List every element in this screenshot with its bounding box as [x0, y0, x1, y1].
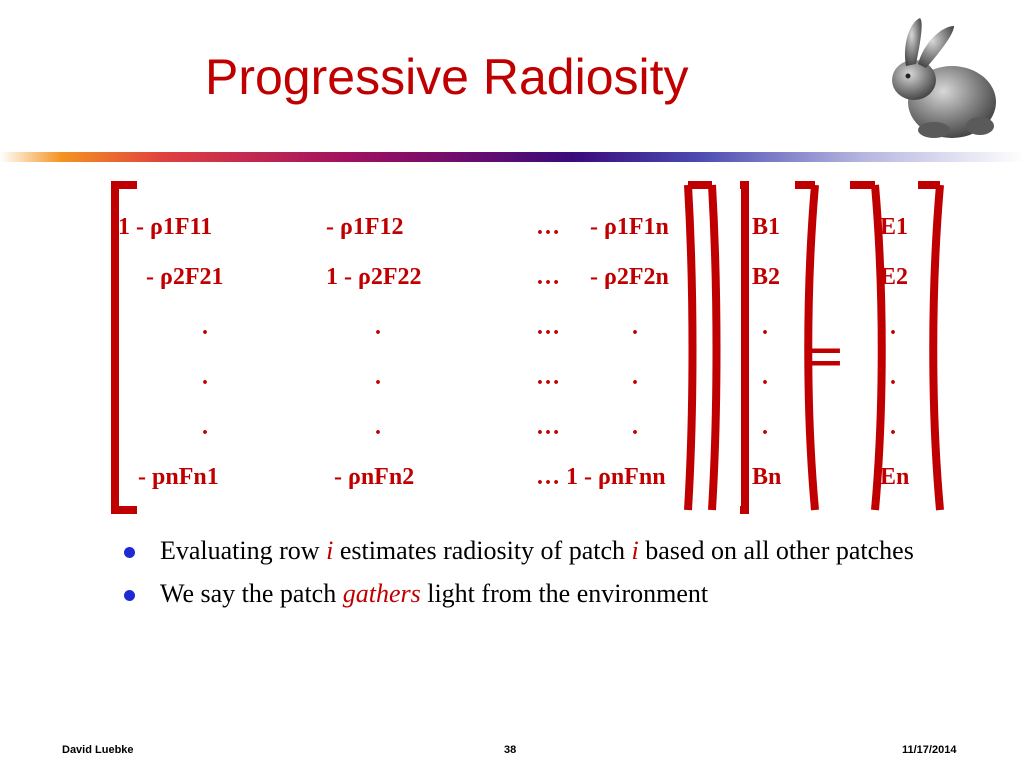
matrix-cell: …: [536, 264, 560, 290]
matrix-cell: .: [632, 314, 638, 340]
matrix-cell: .: [890, 364, 896, 390]
matrix-cell: .: [890, 414, 896, 440]
matrix-cell: E2: [880, 264, 908, 290]
matrix-cell: .: [375, 364, 381, 390]
matrix-cell: - pnFn1: [138, 464, 219, 490]
matrix-cell: - ρ1F1n: [590, 214, 669, 240]
matrix-cell: .: [762, 314, 768, 340]
matrix-cell: - ρnFn2: [334, 464, 414, 490]
matrix-cell: …: [536, 364, 560, 390]
matrix-cell: .: [762, 414, 768, 440]
footer-author: David Luebke: [62, 744, 134, 756]
bullet-item: Evaluating row i estimates radiosity of …: [122, 534, 962, 567]
bullet-dot-icon: [124, 547, 135, 558]
matrix-cell: Bn: [752, 464, 781, 490]
matrix-cells: 1 - ρ1F11 - ρ1F12 … - ρ1F1n B1 E1 - ρ2F2…: [118, 214, 909, 490]
emphasis-text: i: [631, 536, 639, 565]
bullet-text: based on all other patches: [638, 536, 914, 565]
matrix-cell: En: [880, 464, 909, 490]
matrix-cell: .: [202, 414, 208, 440]
matrix-cell: .: [375, 414, 381, 440]
matrix-cell: - ρ1F12: [326, 214, 404, 240]
equals-sign: =: [807, 321, 843, 392]
emphasis-text: gathers: [342, 579, 421, 608]
matrix-cell: 1 - ρ2F22: [326, 264, 422, 290]
matrix-cell: …: [536, 314, 560, 340]
matrix-cell: B1: [752, 214, 780, 240]
matrix-cell: 1 - ρ1F11: [118, 214, 212, 240]
bullet-text: estimates radiosity of patch: [333, 536, 632, 565]
bullet-item: We say the patch gathers light from the …: [122, 577, 962, 610]
matrix-cell: E1: [880, 214, 908, 240]
bullet-list: Evaluating row i estimates radiosity of …: [122, 534, 962, 620]
bunny-icon: [892, 18, 996, 138]
matrix-cell: - ρ2F21: [146, 264, 224, 290]
matrix-cell: …: [536, 214, 560, 240]
matrix-cell: …: [536, 414, 560, 440]
bullet-text: Evaluating row: [160, 536, 327, 565]
bullet-text: light from the environment: [420, 579, 709, 608]
bullet-text: We say the patch: [160, 579, 343, 608]
matrix-cell: .: [375, 314, 381, 340]
matrix-cell: .: [202, 314, 208, 340]
matrix-cell: .: [632, 414, 638, 440]
emphasis-text: i: [326, 536, 334, 565]
bullet-dot-icon: [124, 590, 135, 601]
matrix-cell: .: [762, 364, 768, 390]
title-divider: [0, 152, 1024, 162]
matrix-cell: .: [632, 364, 638, 390]
slide-title: Progressive Radiosity: [205, 49, 689, 105]
footer-date: 11/17/2014: [902, 744, 957, 756]
footer-page-number: 38: [504, 744, 517, 756]
matrix-cell: B2: [752, 264, 780, 290]
matrix-cell: … 1 - ρnFnn: [536, 464, 666, 490]
radiosity-matrix: 1 - ρ1F11 - ρ1F12 … - ρ1F1n B1 E1 - ρ2F2…: [111, 181, 944, 514]
matrix-brackets: [111, 181, 944, 514]
matrix-cell: .: [202, 364, 208, 390]
matrix-cell: - ρ2F2n: [590, 264, 669, 290]
matrix-cell: .: [890, 314, 896, 340]
